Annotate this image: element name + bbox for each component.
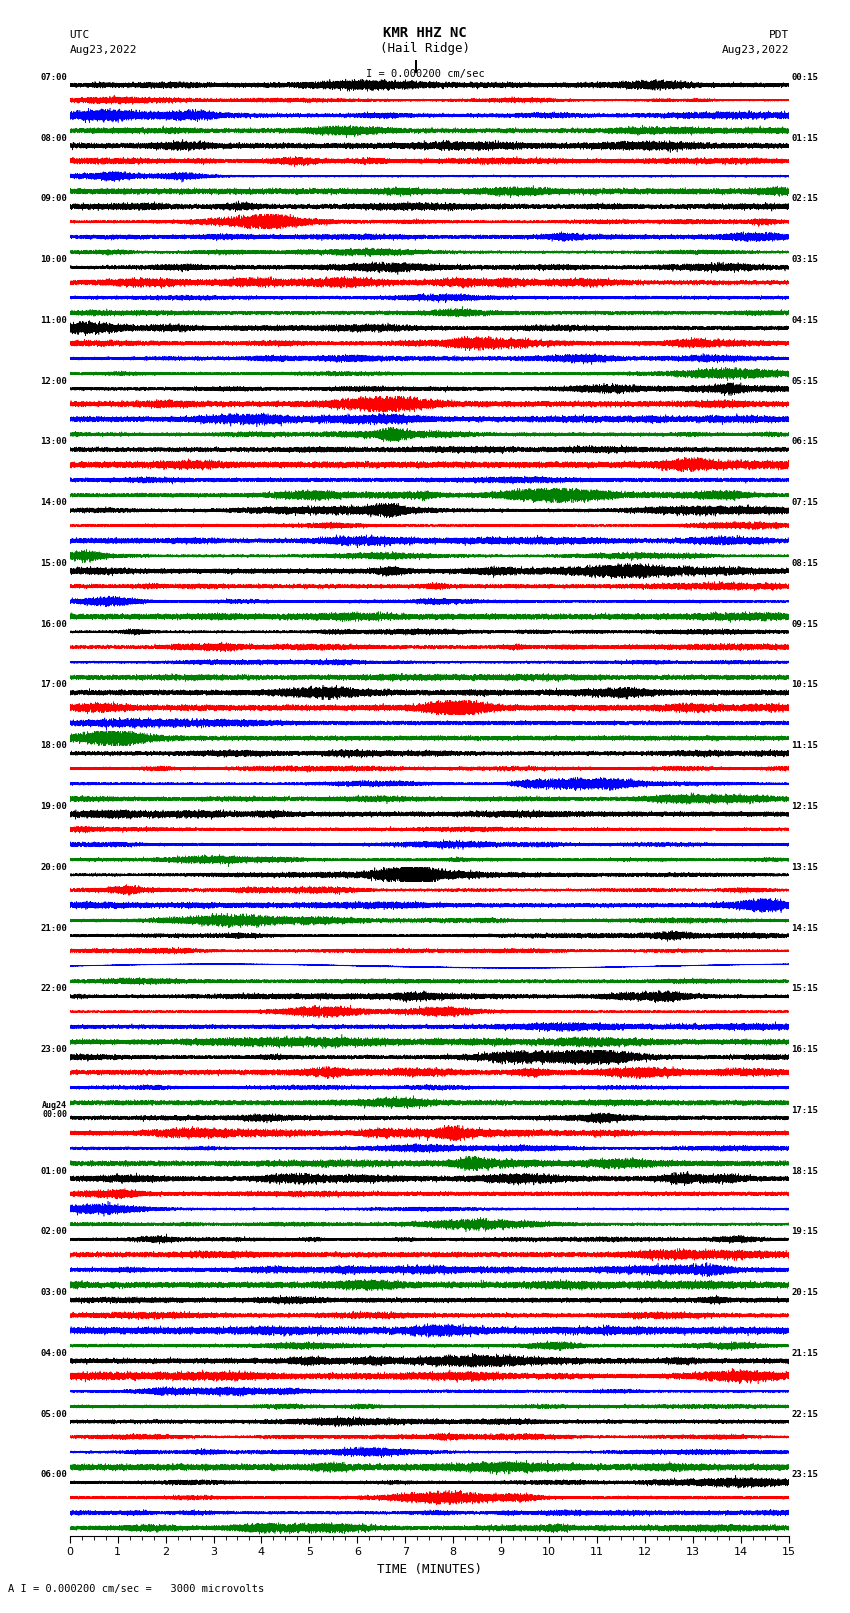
Text: 18:00: 18:00 (40, 742, 67, 750)
Text: A I = 0.000200 cm/sec =   3000 microvolts: A I = 0.000200 cm/sec = 3000 microvolts (8, 1584, 264, 1594)
Text: Aug23,2022: Aug23,2022 (722, 45, 789, 55)
Text: Aug24: Aug24 (42, 1102, 67, 1110)
Text: 18:15: 18:15 (791, 1166, 819, 1176)
Text: 15:15: 15:15 (791, 984, 819, 994)
Text: 01:15: 01:15 (791, 134, 819, 142)
Text: 03:00: 03:00 (40, 1289, 67, 1297)
Text: 23:00: 23:00 (40, 1045, 67, 1053)
Text: 16:15: 16:15 (791, 1045, 819, 1053)
Text: 20:00: 20:00 (40, 863, 67, 871)
Text: 12:00: 12:00 (40, 377, 67, 386)
Text: UTC: UTC (70, 29, 90, 39)
Text: 04:15: 04:15 (791, 316, 819, 324)
Text: Aug23,2022: Aug23,2022 (70, 45, 137, 55)
Text: 12:15: 12:15 (791, 802, 819, 811)
Text: 02:00: 02:00 (40, 1227, 67, 1236)
Text: 22:00: 22:00 (40, 984, 67, 994)
Text: 02:15: 02:15 (791, 195, 819, 203)
Text: 01:00: 01:00 (40, 1166, 67, 1176)
Text: 17:15: 17:15 (791, 1107, 819, 1115)
Text: 03:15: 03:15 (791, 255, 819, 265)
Text: 08:15: 08:15 (791, 560, 819, 568)
Text: 00:15: 00:15 (791, 73, 819, 82)
Text: 16:00: 16:00 (40, 619, 67, 629)
Text: 09:15: 09:15 (791, 619, 819, 629)
Text: 23:15: 23:15 (791, 1471, 819, 1479)
Text: 20:15: 20:15 (791, 1289, 819, 1297)
Text: 19:00: 19:00 (40, 802, 67, 811)
Text: 07:15: 07:15 (791, 498, 819, 506)
Text: 04:00: 04:00 (40, 1348, 67, 1358)
Text: 08:00: 08:00 (40, 134, 67, 142)
Text: 05:15: 05:15 (791, 377, 819, 386)
X-axis label: TIME (MINUTES): TIME (MINUTES) (377, 1563, 482, 1576)
Text: PDT: PDT (768, 29, 789, 39)
Text: 05:00: 05:00 (40, 1410, 67, 1418)
Text: 10:15: 10:15 (791, 681, 819, 689)
Text: 21:00: 21:00 (40, 924, 67, 932)
Text: 00:00: 00:00 (42, 1110, 67, 1119)
Text: 11:15: 11:15 (791, 742, 819, 750)
Text: 06:00: 06:00 (40, 1471, 67, 1479)
Text: I = 0.000200 cm/sec: I = 0.000200 cm/sec (366, 69, 484, 79)
Text: 21:15: 21:15 (791, 1348, 819, 1358)
Text: 09:00: 09:00 (40, 195, 67, 203)
Text: 06:15: 06:15 (791, 437, 819, 447)
Text: 07:00: 07:00 (40, 73, 67, 82)
Text: 13:15: 13:15 (791, 863, 819, 871)
Text: 15:00: 15:00 (40, 560, 67, 568)
Text: KMR HHZ NC: KMR HHZ NC (383, 26, 467, 39)
Text: 13:00: 13:00 (40, 437, 67, 447)
Text: 11:00: 11:00 (40, 316, 67, 324)
Text: 17:00: 17:00 (40, 681, 67, 689)
Text: 14:15: 14:15 (791, 924, 819, 932)
Text: 22:15: 22:15 (791, 1410, 819, 1418)
Text: (Hail Ridge): (Hail Ridge) (380, 42, 470, 55)
Text: 10:00: 10:00 (40, 255, 67, 265)
Text: 14:00: 14:00 (40, 498, 67, 506)
Text: 19:15: 19:15 (791, 1227, 819, 1236)
